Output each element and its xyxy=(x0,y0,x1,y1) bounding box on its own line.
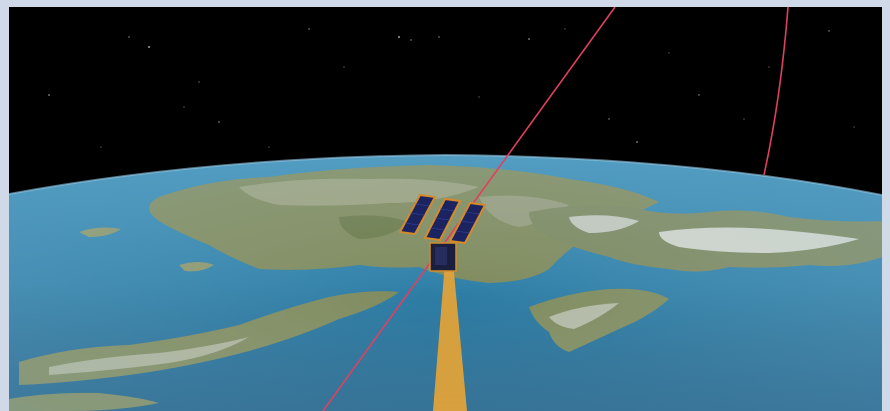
globe-scene xyxy=(9,7,882,411)
3d-globe-viewport[interactable] xyxy=(9,7,882,411)
sensor-footprint-beam xyxy=(433,262,467,411)
solar-panels xyxy=(398,193,487,245)
satellite-icon[interactable] xyxy=(398,193,487,272)
orbit-track-2 xyxy=(763,7,789,176)
starfield xyxy=(48,28,855,148)
